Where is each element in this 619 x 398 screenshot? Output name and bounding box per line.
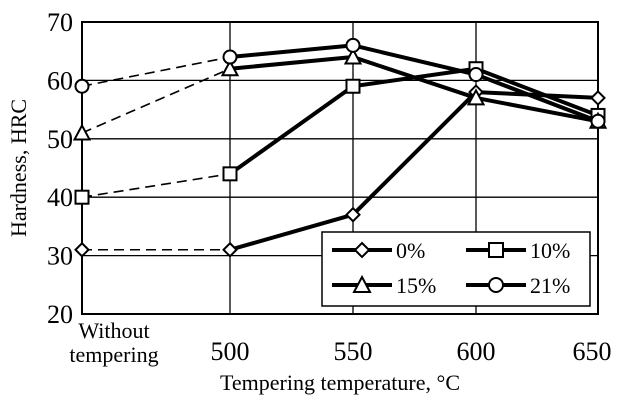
circle-marker bbox=[222, 49, 238, 65]
series-15pct bbox=[72, 47, 608, 141]
square-marker bbox=[222, 166, 238, 182]
series-0pct bbox=[74, 84, 606, 258]
diamond-marker bbox=[74, 241, 90, 258]
circle-marker bbox=[468, 67, 484, 83]
y-tick-label: 40 bbox=[47, 183, 73, 212]
y-axis-ticks: 20 30 40 50 60 70 bbox=[47, 8, 73, 329]
triangle-marker bbox=[220, 59, 240, 77]
x-tick-label: tempering bbox=[69, 342, 158, 367]
circle-marker bbox=[345, 37, 361, 53]
square-marker bbox=[345, 78, 361, 94]
series-layer bbox=[72, 37, 608, 258]
legend-label: 10% bbox=[530, 238, 570, 263]
x-tick-label: 650 bbox=[573, 337, 612, 366]
y-axis-label: Hardness, HRC bbox=[6, 99, 31, 237]
series-line bbox=[229, 55, 599, 124]
y-tick-label: 20 bbox=[47, 300, 73, 329]
triangle-marker bbox=[72, 123, 92, 141]
y-tick-label: 60 bbox=[47, 66, 73, 95]
legend-label: 15% bbox=[396, 273, 436, 298]
x-tick-label: 500 bbox=[211, 337, 250, 366]
y-tick-label: 30 bbox=[47, 242, 73, 271]
diamond-marker bbox=[590, 90, 606, 106]
x-axis-label: Tempering temperature, °C bbox=[220, 370, 460, 395]
circle-marker bbox=[488, 277, 504, 293]
series-10pct bbox=[74, 61, 606, 205]
diamond-marker bbox=[353, 241, 371, 259]
y-tick-label: 50 bbox=[47, 125, 73, 154]
triangle-marker bbox=[466, 88, 486, 106]
legend-box bbox=[321, 231, 591, 307]
legend-label: 0% bbox=[396, 238, 425, 263]
legend: 0% 10% 15% 21% bbox=[321, 231, 591, 307]
dashed-segment bbox=[81, 67, 231, 134]
x-tick-label: 600 bbox=[457, 337, 496, 366]
legend-label: 21% bbox=[530, 273, 570, 298]
diamond-marker bbox=[222, 241, 238, 258]
x-tick-label: Without bbox=[78, 318, 149, 343]
triangle-marker bbox=[343, 47, 363, 65]
series-line bbox=[228, 66, 599, 176]
circle-marker bbox=[74, 78, 90, 94]
triangle-marker bbox=[352, 274, 372, 293]
x-tick-label: 550 bbox=[334, 337, 373, 366]
series-21pct bbox=[74, 37, 606, 129]
dashed-segment bbox=[81, 173, 231, 198]
square-marker bbox=[488, 242, 504, 258]
plot-area-frame bbox=[81, 21, 599, 315]
dashed-segment bbox=[81, 56, 231, 88]
series-line bbox=[229, 43, 599, 124]
square-marker bbox=[74, 189, 90, 205]
series-line bbox=[229, 90, 599, 252]
y-tick-label: 70 bbox=[47, 8, 73, 37]
circle-marker bbox=[590, 113, 606, 129]
diamond-marker bbox=[345, 206, 361, 223]
